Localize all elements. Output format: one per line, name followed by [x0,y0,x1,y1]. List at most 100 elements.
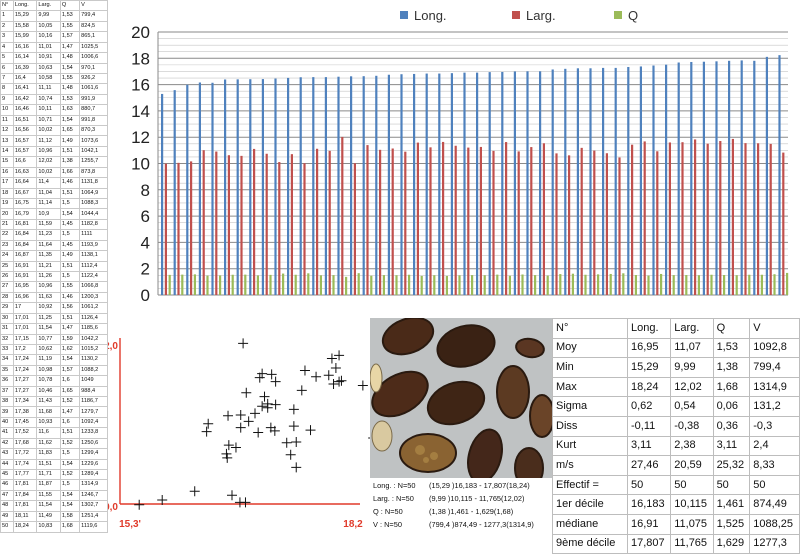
raw-cell: 16,64 [12,177,38,189]
scatter-point [262,398,273,409]
scatter-point [305,425,316,436]
raw-cell: 10,74 [36,93,61,106]
raw-table-row: 32 17,15 10,77 1,59 1042,2 [0,333,108,345]
bar-larg [190,161,193,295]
raw-cell: 1042,2 [79,333,108,345]
raw-cell: 17,24 [12,354,38,366]
scatter-point [288,421,299,432]
raw-table-row: 27 16,95 10,96 1,55 1066,8 [0,281,108,293]
bar-larg [681,142,684,295]
raw-cell: 47 [0,489,14,502]
stats-row: Diss -0,11 -0,38 0,36 -0,3 [552,415,800,437]
raw-cell: 1279,7 [79,406,108,418]
stats-value: 0,06 [712,396,751,417]
bar-q [735,275,738,295]
raw-header-cell: Larg. [36,0,61,12]
range-row: Long. : N=50 (15,29 )16,183 - 17,807(18,2… [373,481,530,490]
bar-larg [177,162,180,295]
stats-row-label: 1er décile [552,494,628,515]
raw-cell: 11,51 [36,458,61,471]
bar-long [614,67,617,295]
raw-cell: 10,16 [36,31,61,43]
raw-table-row: 28 16,96 11,63 1,46 1200,3 [0,291,108,304]
raw-cell: 1066,8 [79,281,108,293]
scatter-point [291,462,302,473]
bar-larg [593,150,596,295]
raw-cell: 24 [0,250,14,262]
raw-cell: 11,43 [36,396,61,408]
raw-cell: 1,51 [59,312,81,325]
bar-long [450,73,453,295]
raw-cell: 17,45 [12,416,38,429]
raw-cell: 1,5 [59,270,81,283]
stats-value: 50 [626,474,672,496]
raw-cell: 16,39 [12,62,38,74]
bar-q [483,275,486,295]
raw-cell: 1,53 [59,93,81,106]
raw-cell: 50 [0,521,14,533]
raw-data-table: N° Long. Larg. Q V 1 15,29 9,99 1,53 799,4 2 15,58 1… [0,0,108,533]
raw-cell: 16,75 [12,197,38,210]
raw-cell: 11,19 [36,354,61,366]
bar-larg [530,147,533,295]
bar-long [501,71,504,295]
stats-value: 11,765 [670,533,714,554]
bar-larg [442,141,445,295]
stats-value: 15,29 [626,357,672,378]
bar-q [534,275,537,295]
raw-cell: 16,95 [12,281,38,293]
raw-cell: 10,71 [36,114,61,127]
raw-cell: 15,29 [12,10,38,22]
scatter-point [254,372,265,383]
raw-cell: 10,96 [36,145,61,158]
raw-cell: 799,4 [79,10,108,22]
scatter-point [334,376,345,387]
bar-larg [454,145,457,295]
scatter-point [240,497,251,508]
range-label: Long. : N=50 [373,481,416,490]
stats-row-label: 9ème décile [552,533,628,554]
bar-q [546,275,549,295]
stats-value: 50 [670,474,714,496]
raw-cell: 11 [0,114,14,127]
raw-cell: 40 [0,416,14,429]
raw-cell: 1,54 [59,62,81,74]
raw-table-row: 7 16,4 10,58 1,55 926,2 [0,72,108,85]
raw-cell: 1,51 [59,145,81,158]
stats-value: 131,2 [749,396,800,417]
raw-table-row: 26 16,91 11,26 1,5 1122,4 [0,270,108,283]
bar-long [728,60,731,296]
raw-cell: 1,47 [59,406,81,418]
scatter-point [296,385,307,396]
stats-value: 1092,8 [749,337,800,359]
raw-cell: 46 [0,479,14,491]
bar-larg [202,150,205,295]
bar-q [294,274,297,295]
raw-table-row: 18 16,67 11,04 1,51 1064,9 [0,187,108,200]
bar-long [161,93,164,296]
raw-cell: 16,63 [12,166,38,179]
bar-long [224,79,227,295]
bar-long [476,72,479,295]
raw-cell: 1 [0,10,14,22]
raw-cell: 15,58 [12,20,38,33]
raw-cell: 1,5 [59,448,81,460]
bar-larg [366,145,369,295]
raw-cell: 1092,4 [79,416,108,429]
raw-cell: 1042,1 [79,145,108,158]
scatter-point [203,418,214,429]
raw-cell: 11,71 [36,468,61,481]
y-tick-label: 20 [131,23,150,42]
raw-cell: 17,77 [12,468,38,481]
raw-cell: 16,81 [12,218,38,231]
legend-swatch [400,11,408,19]
range-label: Larg. : N=50 [373,494,414,503]
raw-cell: 19 [0,197,14,210]
raw-cell: 17,74 [12,458,38,471]
bar-q [496,274,499,295]
bar-q [307,273,310,295]
bar-q [748,274,751,295]
stats-value: 1,629 [712,533,751,554]
raw-cell: 11,26 [36,270,61,283]
raw-cell: 16,14 [12,52,38,64]
